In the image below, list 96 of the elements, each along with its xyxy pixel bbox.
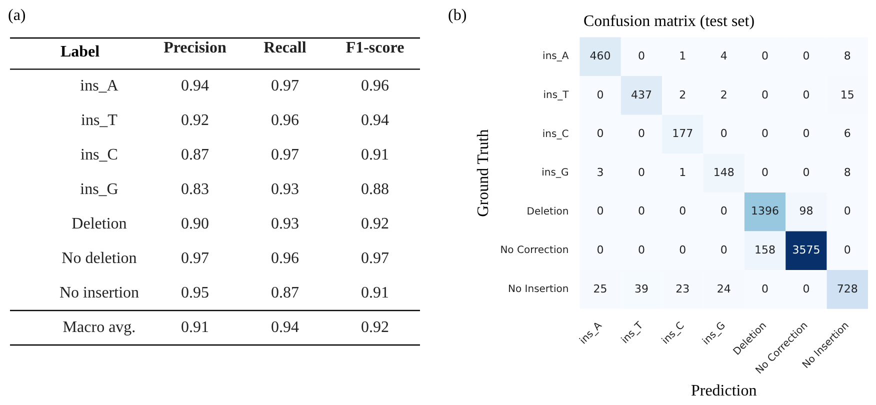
data-label: 0 (762, 49, 769, 62)
data-label: 0 (802, 166, 810, 179)
data-label: 0 (844, 244, 851, 257)
data-label: 0 (638, 166, 645, 179)
y-tick-label: No Insertion (508, 284, 569, 296)
data-label: 0 (638, 204, 645, 218)
data-label: 0 (762, 88, 769, 102)
y-axis-title: Ground Truth (474, 129, 492, 217)
data-label: 0.96 (361, 78, 389, 95)
data-label: 8 (844, 49, 851, 62)
data-label: 0 (638, 127, 645, 140)
data-label: 0.88 (361, 181, 389, 198)
y-tick-label: ins_T (543, 90, 570, 102)
data-label: 0.97 (271, 78, 299, 95)
data-label: 0 (802, 88, 810, 102)
y-tick-label: Deletion (526, 206, 569, 218)
data-label: 15 (840, 88, 854, 102)
data-label: 0 (762, 282, 769, 296)
data-label: 437 (630, 88, 652, 102)
data-label: 0.96 (271, 112, 299, 130)
data-label: 0.93 (271, 216, 299, 233)
data-label: 158 (754, 244, 776, 257)
data-label: 1 (679, 49, 686, 62)
data-label: 0.90 (181, 216, 209, 233)
data-label: 0 (762, 127, 769, 140)
data-label: 0.91 (361, 284, 389, 302)
data-label: 0 (844, 204, 851, 218)
data-label: 24 (716, 282, 731, 296)
data-label: 0.95 (181, 284, 209, 302)
y-tick-label: No insertion (59, 284, 139, 302)
data-label: 0 (596, 204, 604, 218)
data-label: 0 (802, 127, 810, 140)
data-label: 0.92 (361, 216, 389, 233)
data-label: 23 (676, 282, 690, 296)
data-label: 0.87 (181, 146, 209, 164)
data-label: 177 (672, 127, 694, 140)
data-label: 0 (720, 204, 728, 218)
x-tick-label: F1-score (346, 40, 404, 57)
x-axis-title: Prediction (690, 382, 757, 400)
data-label: 0.87 (271, 284, 299, 302)
data-label: 0.83 (181, 181, 209, 198)
y-axis-title: Label (60, 44, 100, 61)
y-tick-label: Deletion (72, 216, 127, 233)
data-label: 8 (844, 166, 851, 179)
y-tick-label: No Correction (500, 245, 569, 256)
data-label: 0 (679, 244, 686, 257)
data-label: 1 (679, 166, 686, 179)
y-tick-label: ins_C (542, 128, 569, 140)
y-tick-label: ins_C (80, 146, 118, 164)
data-label: 728 (836, 282, 858, 296)
text: (b) (448, 7, 467, 24)
data-label: 0.92 (181, 112, 209, 130)
data-label: 4 (720, 49, 728, 62)
data-label: 98 (799, 204, 814, 218)
data-label: 0.97 (181, 250, 209, 268)
y-tick-label: ins_T (81, 112, 118, 130)
data-label: 0 (596, 244, 604, 257)
data-label: 0.97 (361, 250, 389, 268)
data-label: 0 (802, 282, 810, 296)
data-label: 0.94 (361, 112, 389, 130)
data-label: 0 (679, 204, 686, 218)
data-label: 0.96 (271, 250, 299, 268)
data-label: 0.94 (181, 78, 209, 95)
chart-title: Confusion matrix (test set) (583, 12, 755, 30)
data-label: 0 (596, 88, 604, 102)
data-label: 0.91 (181, 318, 209, 336)
y-tick-label: ins_A (80, 78, 119, 95)
data-label: 0 (802, 49, 810, 62)
y-tick-label: ins_G (542, 168, 569, 179)
data-label: 0.93 (271, 181, 299, 198)
data-label: 0 (638, 244, 645, 257)
x-tick-label: Precision (164, 40, 226, 57)
data-label: 2 (679, 88, 686, 102)
data-label: 0 (720, 244, 728, 257)
data-label: 460 (590, 49, 611, 62)
data-label: 1396 (751, 204, 780, 218)
data-label: 0 (720, 127, 728, 140)
data-label: 0.94 (271, 318, 299, 336)
data-label: 0.97 (271, 146, 299, 164)
y-tick-label: No deletion (62, 250, 137, 268)
data-label: 0 (762, 166, 769, 179)
data-label: 6 (844, 127, 851, 140)
data-label: 0.91 (361, 146, 389, 164)
data-label: 3575 (792, 244, 820, 257)
data-label: 0 (596, 127, 604, 140)
data-label: 0 (638, 49, 645, 62)
x-tick-label: Recall (264, 40, 307, 57)
data-label: 2 (720, 88, 728, 102)
data-label: 39 (634, 282, 648, 296)
y-tick-label: ins_G (80, 181, 119, 198)
data-label: 148 (713, 166, 734, 179)
text: (a) (8, 7, 26, 24)
data-label: 3 (596, 166, 604, 179)
data-label: 25 (593, 282, 608, 296)
y-tick-label: Macro avg. (62, 318, 136, 336)
data-label: 0.92 (361, 318, 389, 336)
